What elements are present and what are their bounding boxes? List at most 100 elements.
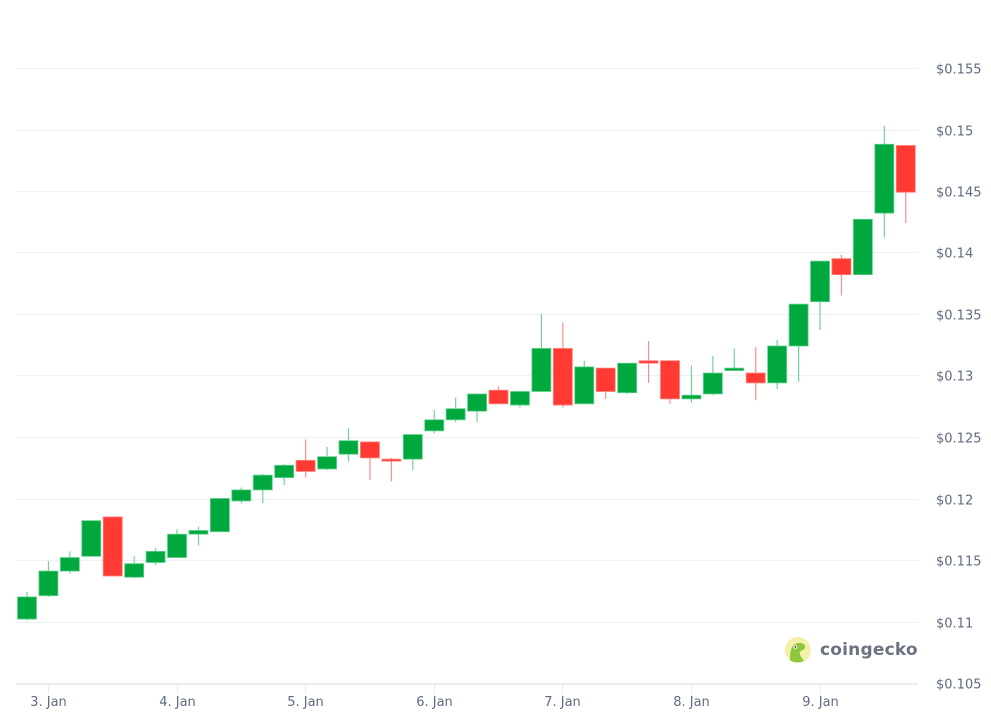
candle-up bbox=[252, 473, 273, 504]
candle-body bbox=[724, 367, 745, 371]
candle-up bbox=[424, 409, 445, 434]
candle-body bbox=[402, 434, 423, 460]
candle-up bbox=[338, 428, 359, 462]
candle-body bbox=[853, 218, 873, 276]
candle-body bbox=[295, 459, 316, 472]
candle-up bbox=[531, 314, 552, 392]
candle-body bbox=[788, 303, 809, 347]
candle-up bbox=[574, 360, 595, 405]
candle-body bbox=[274, 464, 295, 478]
x-tick-label: 5. Jan bbox=[287, 695, 324, 710]
candle-down bbox=[381, 457, 402, 482]
candle-body bbox=[360, 441, 380, 459]
candle-up bbox=[231, 487, 252, 504]
candle-body bbox=[531, 348, 552, 392]
candle-body bbox=[574, 366, 595, 405]
x-axis: 3. Jan 4. Jan 5. Jan 6. Jan 7. Jan 8. Jan 9. J… bbox=[16, 683, 918, 710]
candle-down bbox=[660, 360, 680, 404]
candle-down bbox=[895, 145, 916, 223]
candle-up bbox=[767, 339, 788, 390]
candle-body bbox=[424, 419, 445, 432]
candle-up bbox=[209, 498, 230, 533]
candle-body bbox=[381, 458, 402, 462]
candle-up bbox=[188, 526, 209, 546]
candle-body bbox=[467, 393, 488, 412]
candle-down bbox=[595, 367, 616, 399]
candle-down bbox=[488, 386, 509, 405]
candle-body bbox=[81, 520, 102, 557]
candle-body bbox=[59, 557, 80, 572]
candle-body bbox=[17, 596, 37, 620]
y-tick-label: $0.11 bbox=[936, 617, 973, 632]
candle-up bbox=[681, 365, 702, 403]
y-axis-labels: $0.155 $0.15 $0.145 $0.14 $0.135 $0.13 $0.125 $… bbox=[936, 63, 982, 693]
candle-body bbox=[831, 258, 852, 276]
y-tick-label: $0.12 bbox=[936, 494, 973, 509]
candle-body bbox=[209, 498, 230, 533]
candle-body bbox=[510, 391, 530, 406]
candle-body bbox=[767, 345, 788, 384]
candle-down bbox=[360, 441, 380, 481]
coingecko-gecko-logo-icon bbox=[785, 637, 811, 663]
candle-down bbox=[831, 254, 852, 296]
candle-up bbox=[810, 260, 830, 330]
candle-body bbox=[445, 408, 466, 421]
candle-down bbox=[552, 322, 573, 408]
candle-body bbox=[188, 530, 209, 535]
candle-up bbox=[617, 362, 638, 394]
candle-up bbox=[467, 393, 488, 423]
candle-up bbox=[853, 218, 873, 276]
coingecko-watermark: coingecko bbox=[784, 634, 918, 666]
candle-up bbox=[317, 446, 337, 471]
candle-body bbox=[617, 362, 638, 394]
candle-down bbox=[745, 347, 766, 401]
x-tick-label: 4. Jan bbox=[159, 695, 196, 710]
y-tick-label: $0.135 bbox=[936, 309, 982, 324]
y-tick-label: $0.125 bbox=[936, 432, 982, 447]
candle-down bbox=[102, 516, 123, 577]
candles bbox=[17, 125, 916, 621]
candle-body bbox=[895, 145, 916, 193]
candle-body bbox=[552, 348, 573, 406]
x-tick-label: 3. Jan bbox=[30, 695, 67, 710]
x-tick-label: 7. Jan bbox=[544, 695, 581, 710]
candle-up bbox=[124, 556, 145, 579]
candle-body bbox=[595, 367, 616, 392]
y-gridlines bbox=[16, 68, 918, 623]
y-tick-label: $0.13 bbox=[936, 370, 973, 385]
candle-body bbox=[745, 372, 766, 384]
coingecko-brand-name: coingecko bbox=[820, 640, 918, 660]
y-tick-label: $0.14 bbox=[936, 247, 973, 262]
candle-body bbox=[102, 516, 123, 577]
candle-up bbox=[510, 391, 530, 408]
candle-down bbox=[638, 341, 659, 383]
candle-up bbox=[874, 125, 895, 238]
candle-body bbox=[167, 533, 187, 558]
candle-up bbox=[788, 303, 809, 382]
y-tick-label: $0.115 bbox=[936, 555, 982, 570]
candle-up bbox=[274, 464, 295, 485]
candle-body bbox=[38, 570, 59, 597]
y-tick-label: $0.155 bbox=[936, 63, 982, 78]
candle-body bbox=[231, 489, 252, 502]
candle-up bbox=[59, 551, 80, 574]
x-tick-label: 6. Jan bbox=[416, 695, 453, 710]
candle-body bbox=[317, 456, 337, 470]
x-tick-label: 9. Jan bbox=[802, 695, 839, 710]
candle-body bbox=[681, 394, 702, 400]
candle-up bbox=[167, 529, 187, 558]
candle-body bbox=[660, 360, 680, 400]
y-tick-label: $0.145 bbox=[936, 186, 982, 201]
x-tick-label: 8. Jan bbox=[673, 695, 710, 710]
y-tick-label: $0.15 bbox=[936, 125, 973, 140]
y-tick-label: $0.105 bbox=[936, 678, 982, 693]
candle-up bbox=[38, 561, 59, 597]
candle-body bbox=[124, 563, 145, 578]
candle-up bbox=[724, 348, 745, 371]
candle-up bbox=[702, 355, 723, 396]
candle-up bbox=[17, 591, 37, 621]
candle-down bbox=[295, 439, 316, 478]
candle-body bbox=[488, 389, 509, 405]
candle-up bbox=[445, 397, 466, 423]
